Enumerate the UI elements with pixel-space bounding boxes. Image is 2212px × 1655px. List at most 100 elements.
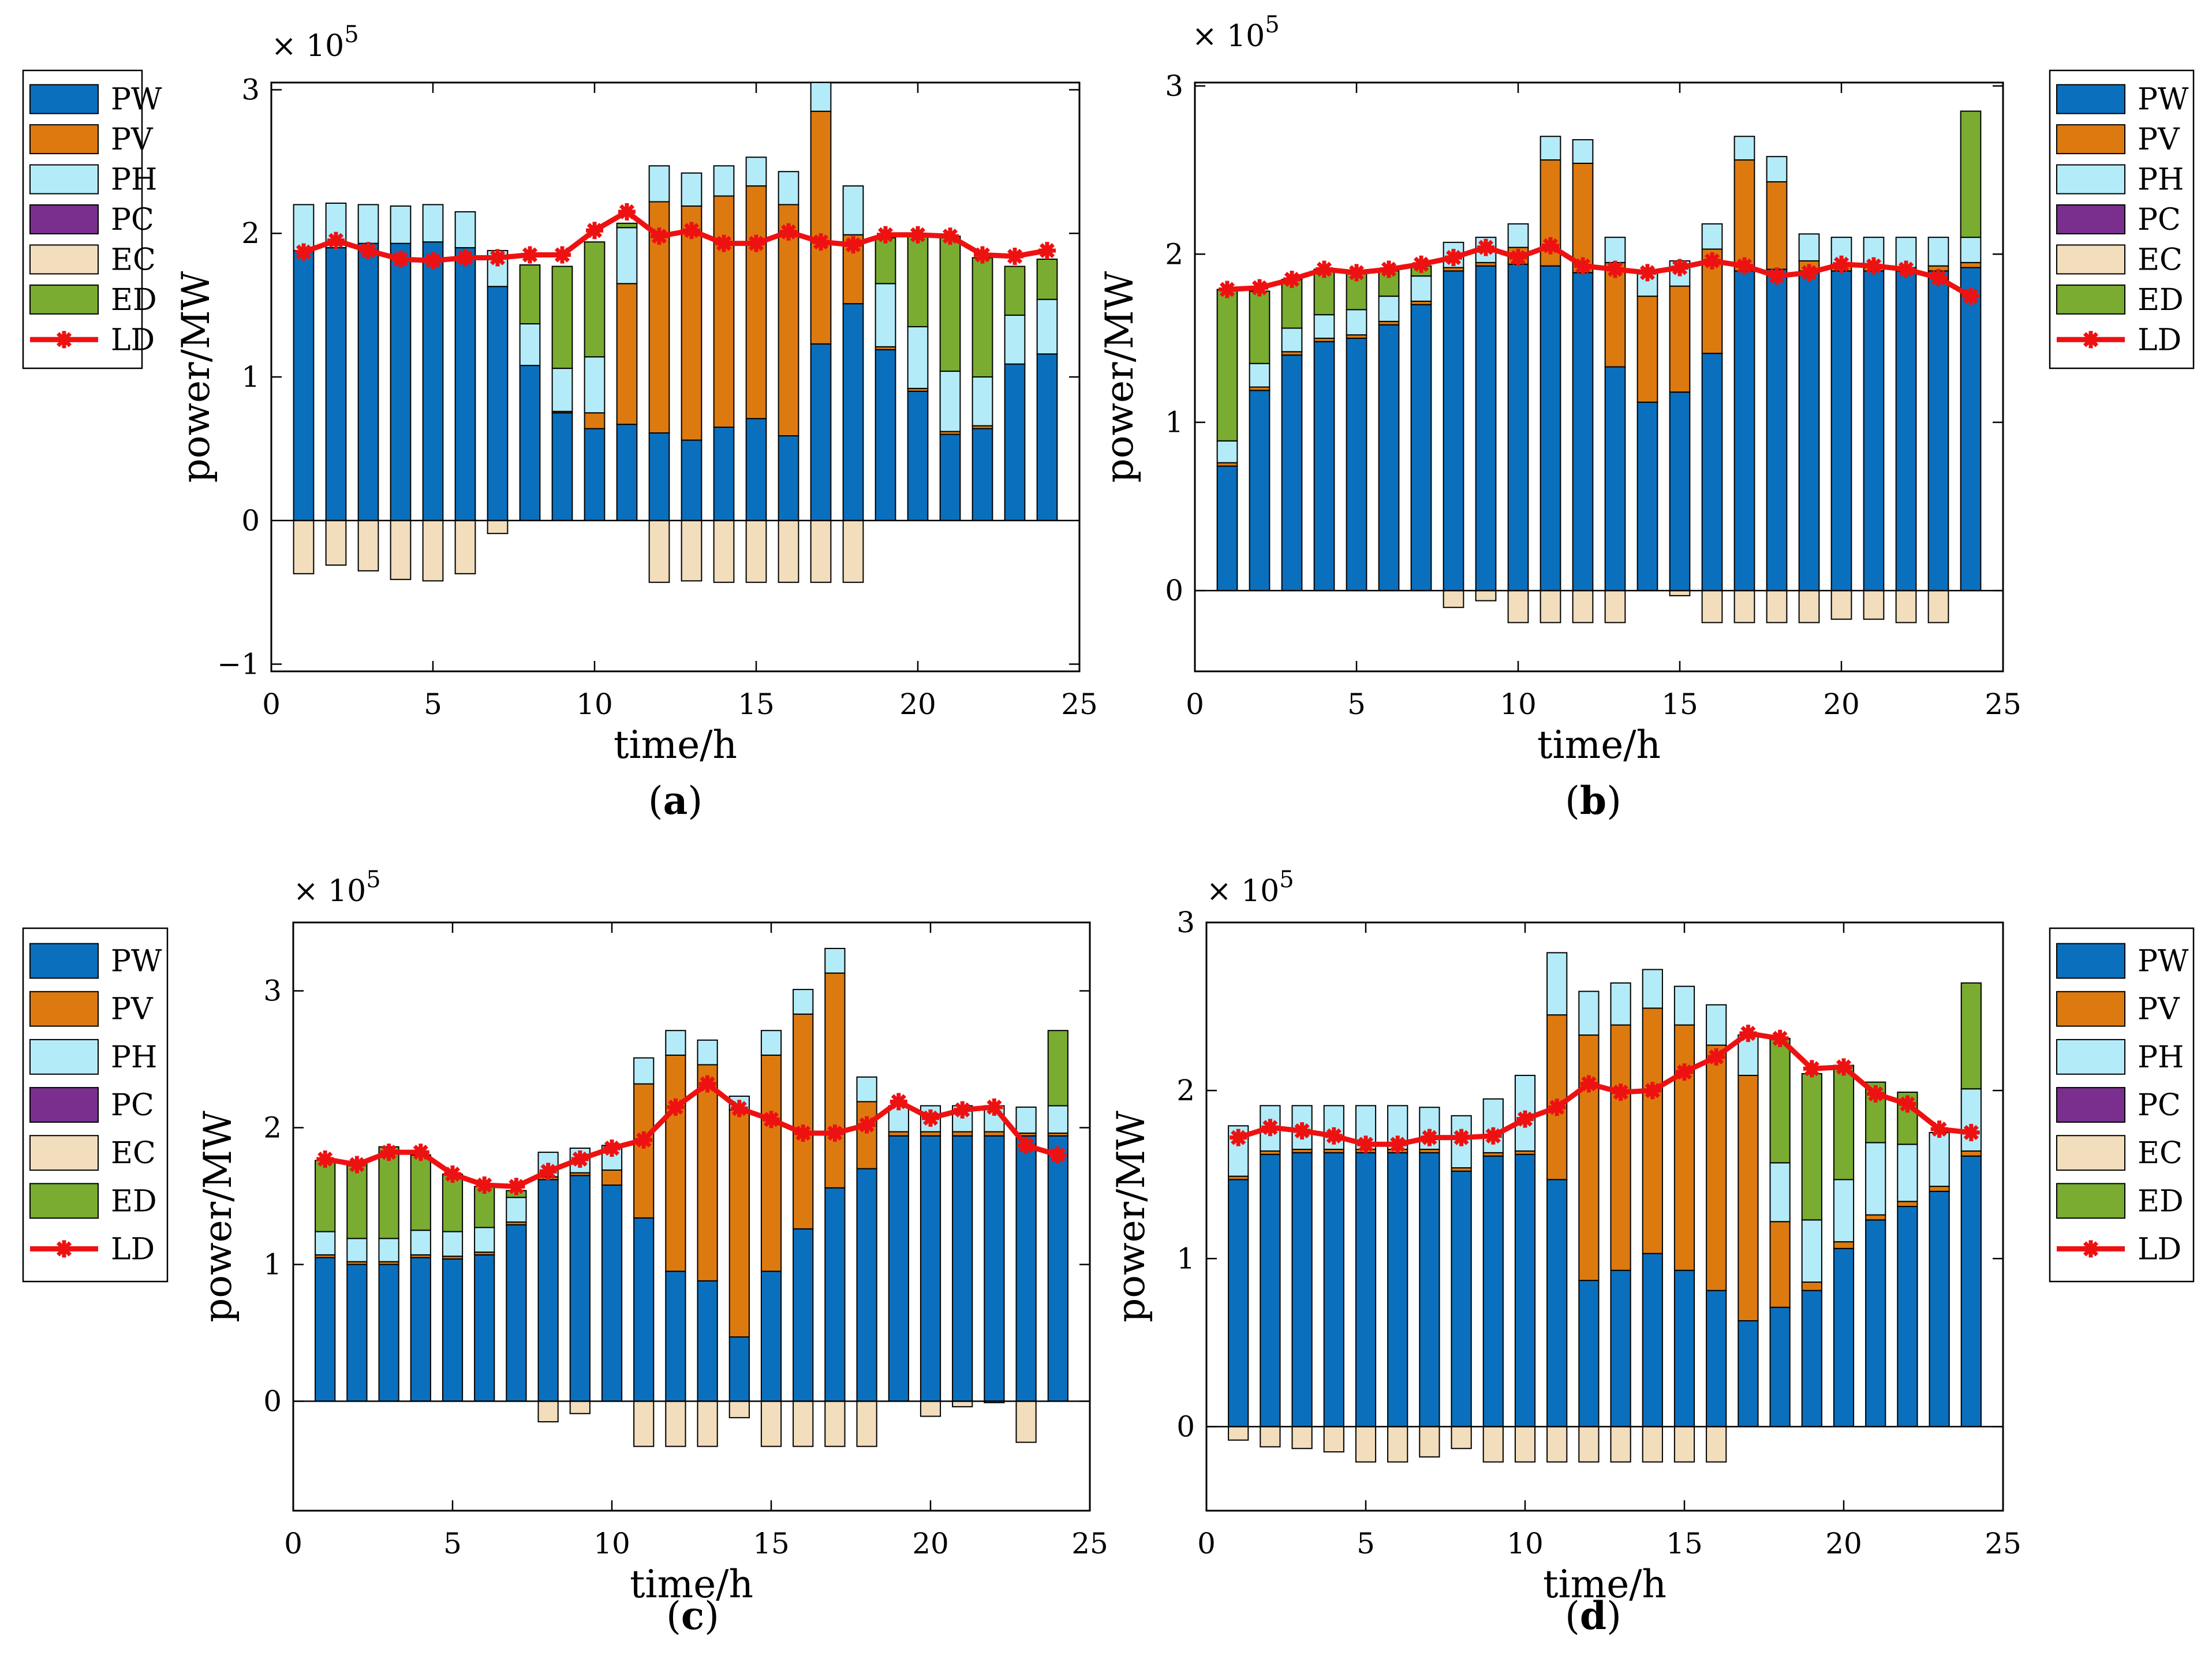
bar-pv xyxy=(1578,1034,1600,1282)
bar-ph xyxy=(1015,1106,1037,1134)
bar-pw xyxy=(842,303,864,521)
bar-ec xyxy=(856,1400,877,1447)
subplot-caption: (b) xyxy=(1565,778,1621,823)
ld-point xyxy=(571,1150,589,1168)
bar-ec xyxy=(1578,1426,1600,1463)
ld-marker-stroke xyxy=(955,1102,970,1118)
ld-point xyxy=(890,1093,907,1111)
ld-point xyxy=(780,223,797,241)
legend-label-ec: EC xyxy=(111,1136,156,1171)
bar-pw xyxy=(1346,337,1367,592)
bar-pv xyxy=(584,412,606,429)
legend-ld-marker xyxy=(2083,1241,2099,1257)
bar-pw xyxy=(1769,1306,1791,1428)
x-tick-label: 15 xyxy=(738,688,775,721)
bar-ed xyxy=(1216,289,1238,442)
x-axis-label: time/h xyxy=(614,723,737,767)
ld-marker-stroke xyxy=(700,1076,715,1092)
bar-pw xyxy=(888,1135,909,1402)
bar-pw xyxy=(1960,267,1982,592)
ld-marker-stroke xyxy=(522,247,538,263)
bar-ph xyxy=(681,172,703,207)
legend-label-pv: PV xyxy=(2138,992,2180,1027)
bar-pw xyxy=(410,1257,431,1402)
bar-ph xyxy=(633,1057,655,1085)
bar-pv xyxy=(697,1064,718,1282)
bar-ph xyxy=(410,1230,431,1256)
bar-ph xyxy=(778,171,799,206)
ld-marker-stroke xyxy=(1900,1096,1915,1112)
ld-marker-stroke xyxy=(1931,1122,1947,1137)
ld-point xyxy=(476,1176,494,1194)
bar-pv xyxy=(1960,261,1982,268)
ld-point xyxy=(1930,269,1947,287)
bar-ec xyxy=(697,1400,718,1447)
bar-pv xyxy=(681,205,703,441)
legend-swatch-pw xyxy=(29,84,99,114)
bar-ph xyxy=(1482,1098,1504,1153)
ld-point xyxy=(554,246,571,264)
ld-point xyxy=(1865,257,1882,275)
ld-point xyxy=(794,1124,812,1142)
bar-ph xyxy=(697,1039,718,1066)
bar-ph xyxy=(1960,237,1982,263)
caption-close-paren: ) xyxy=(1606,1594,1621,1638)
bar-ec xyxy=(728,1400,750,1418)
bar-ph xyxy=(745,156,767,187)
bar-ph xyxy=(1507,223,1529,248)
bar-pw xyxy=(1636,401,1658,592)
bar-pw xyxy=(633,1217,655,1402)
ld-point xyxy=(812,233,830,251)
ld-point xyxy=(1612,1084,1630,1101)
ld-marker-stroke xyxy=(1478,240,1494,255)
ld-marker-stroke xyxy=(1740,1026,1756,1041)
legend-label-pv: PV xyxy=(111,122,154,157)
bar-ph xyxy=(551,368,573,412)
bar-pv xyxy=(616,283,638,425)
caption-close-paren: ) xyxy=(687,779,703,823)
ld-marker-stroke xyxy=(1348,265,1365,281)
bar-ec xyxy=(810,520,832,583)
bar-ec xyxy=(1451,1426,1472,1449)
bar-pv xyxy=(665,1054,686,1272)
legend-swatch-ec xyxy=(29,244,99,275)
bar-ec xyxy=(1673,1426,1695,1463)
bar-pw xyxy=(1540,265,1561,592)
bar-ec xyxy=(1387,1426,1408,1463)
bar-pw xyxy=(1313,341,1335,592)
ld-point xyxy=(1017,1137,1035,1155)
ld-point xyxy=(763,1111,780,1129)
bar-ec xyxy=(648,520,670,583)
ld-point xyxy=(380,1144,398,1161)
ld-point xyxy=(1606,260,1624,278)
bar-ph xyxy=(907,326,929,389)
bar-ec xyxy=(1604,590,1626,623)
bar-ec xyxy=(1419,1426,1440,1458)
legend-swatch-ed xyxy=(29,284,99,315)
bar-ec xyxy=(390,520,412,580)
ld-marker-stroke xyxy=(381,1145,397,1160)
ld-marker-stroke xyxy=(1050,1147,1066,1163)
y-tick-label: 2 xyxy=(1176,1074,1195,1107)
bar-pv xyxy=(793,1013,814,1230)
bar-pw xyxy=(1733,270,1755,592)
caption-close-paren: ) xyxy=(704,1594,719,1638)
y-tick-label: 2 xyxy=(263,1111,282,1144)
bar-ec xyxy=(1291,1426,1313,1449)
legend-label-pw: PW xyxy=(2138,83,2189,117)
legend-swatch-ec xyxy=(2056,1135,2125,1171)
ld-marker-stroke xyxy=(987,1099,1002,1115)
ld-point xyxy=(985,1098,1003,1116)
ld-marker-stroke xyxy=(1613,1084,1628,1100)
bar-ed xyxy=(875,237,896,285)
bar-ph xyxy=(1642,969,1663,1009)
bar-ec xyxy=(633,1400,655,1447)
bar-pw xyxy=(875,349,896,521)
ld-marker-stroke xyxy=(716,236,732,251)
caption-letter: d xyxy=(1580,1593,1606,1638)
bar-ec xyxy=(1863,590,1885,620)
bar-ed xyxy=(1004,266,1026,316)
ld-point xyxy=(1006,248,1023,266)
